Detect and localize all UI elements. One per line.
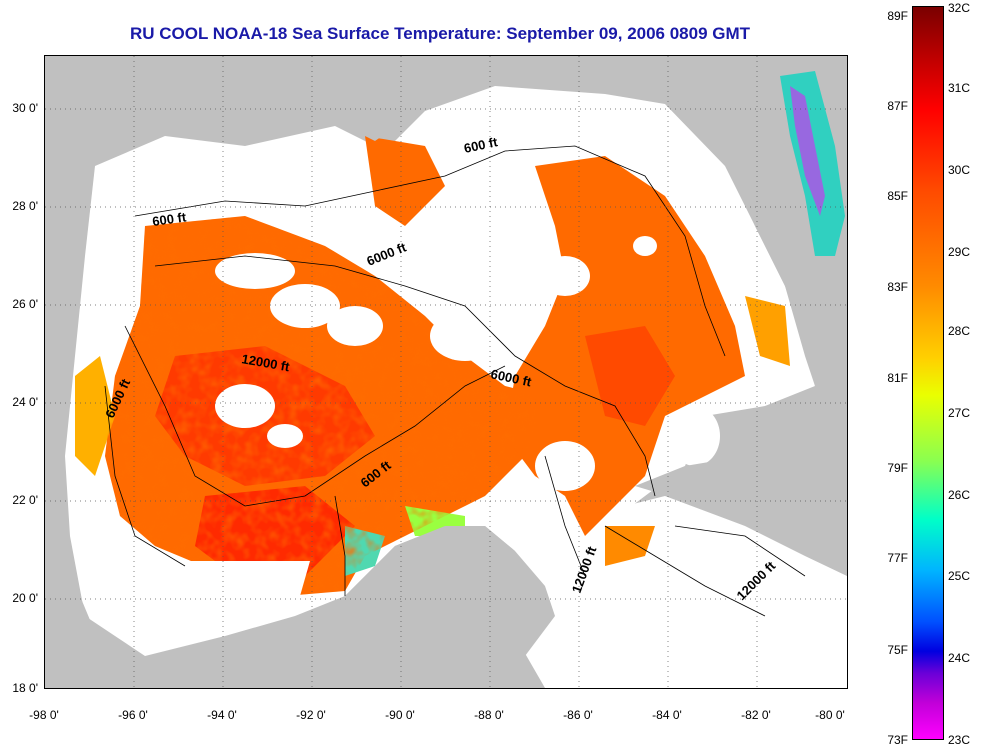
y-tick-label: 22 0' bbox=[12, 493, 38, 507]
colorbar-c-label: 26C bbox=[948, 488, 971, 502]
us-gulf-coast-land bbox=[45, 56, 847, 186]
colorbar-f-label: 75F bbox=[887, 643, 908, 657]
y-tick-label: 24 0' bbox=[12, 395, 38, 409]
colorbar-f-label: 77F bbox=[887, 551, 908, 565]
y-tick-label: 20 0' bbox=[12, 591, 38, 605]
y-tick-label: 26 0' bbox=[12, 297, 38, 311]
x-tick-label: -96 0' bbox=[118, 708, 148, 722]
map-title: RU COOL NOAA-18 Sea Surface Temperature:… bbox=[129, 24, 751, 43]
colorbar-f-label: 81F bbox=[887, 371, 908, 385]
x-tick-label: -98 0' bbox=[29, 708, 59, 722]
colorbar-c-label: 29C bbox=[948, 245, 971, 259]
temperature-colorbar bbox=[912, 6, 944, 740]
colorbar-f-label: 89F bbox=[887, 9, 908, 23]
x-tick-label: -92 0' bbox=[296, 708, 326, 722]
mexico-land bbox=[45, 196, 105, 688]
colorbar-c-label: 31C bbox=[948, 81, 971, 95]
colorbar-f-label: 87F bbox=[887, 99, 908, 113]
x-tick-label: -80 0' bbox=[815, 708, 845, 722]
y-tick-label: 28 0' bbox=[12, 199, 38, 213]
cuba-land bbox=[635, 456, 835, 506]
x-tick-label: -94 0' bbox=[207, 708, 237, 722]
colorbar-c-label: 24C bbox=[948, 651, 971, 665]
contour-label-600-ft: 600 ft bbox=[151, 209, 187, 229]
colorbar-c-label: 25C bbox=[948, 569, 971, 583]
cloud-cover bbox=[215, 166, 720, 491]
x-tick-label: -84 0' bbox=[652, 708, 682, 722]
colorbar-c-label: 30C bbox=[948, 163, 971, 177]
map-canvas: 600 ft 600 ft 6000 ft 12000 ft 6000 ft 6… bbox=[45, 56, 847, 688]
x-tick-label: -90 0' bbox=[385, 708, 415, 722]
colorbar-c-label: 23C bbox=[948, 733, 971, 747]
x-tick-label: -86 0' bbox=[563, 708, 593, 722]
colorbar-c-label: 27C bbox=[948, 406, 971, 420]
yucatan-land bbox=[345, 526, 555, 666]
sst-map: 600 ft 600 ft 6000 ft 12000 ft 6000 ft 6… bbox=[44, 55, 848, 689]
contour-label-600-ft: 600 ft bbox=[463, 134, 500, 156]
missing-data-band bbox=[105, 561, 310, 596]
colorbar-c-label: 32C bbox=[948, 1, 971, 15]
y-tick-label: 18 0' bbox=[12, 681, 38, 695]
colorbar-c-label: 28C bbox=[948, 324, 971, 338]
colorbar-f-label: 79F bbox=[887, 461, 908, 475]
colorbar-f-label: 73F bbox=[887, 733, 908, 747]
y-tick-label: 30 0' bbox=[12, 101, 38, 115]
caribbean-sea bbox=[515, 496, 847, 688]
x-tick-label: -88 0' bbox=[474, 708, 504, 722]
graticule bbox=[45, 56, 847, 688]
colorbar-f-label: 85F bbox=[887, 189, 908, 203]
x-tick-label: -82 0' bbox=[741, 708, 771, 722]
colorbar-f-label: 83F bbox=[887, 280, 908, 294]
